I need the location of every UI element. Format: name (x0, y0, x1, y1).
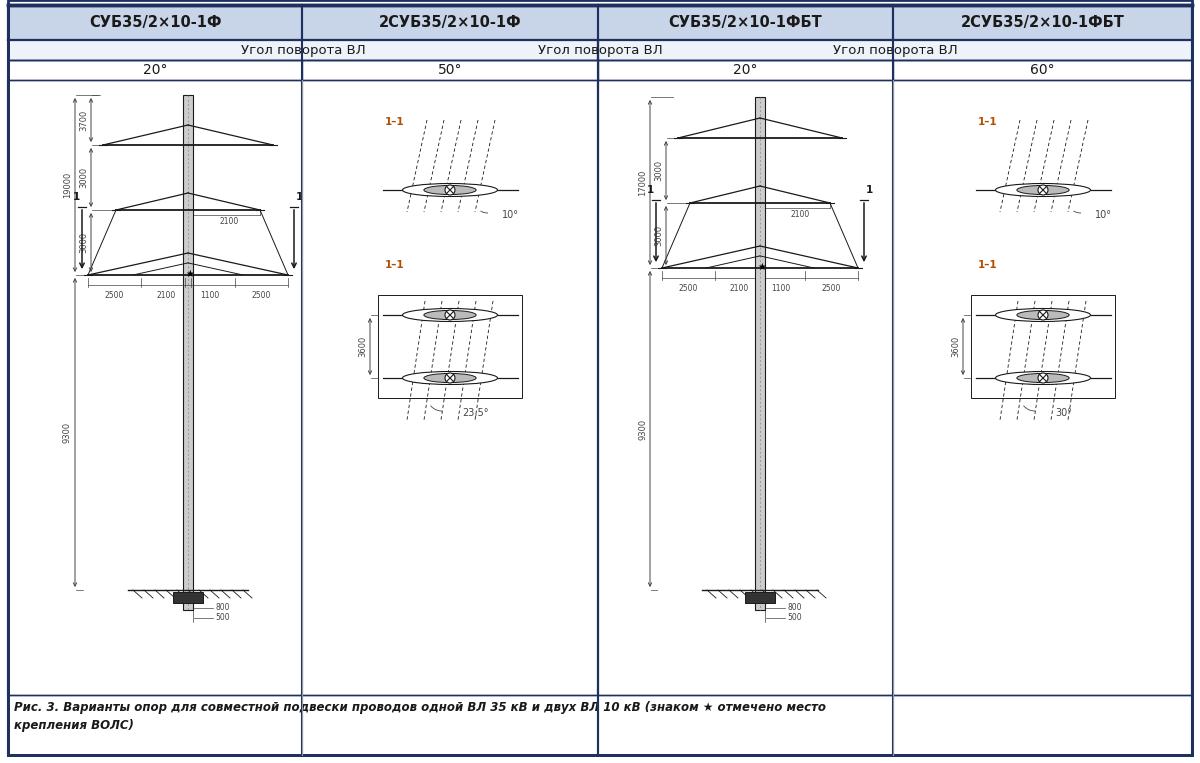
Text: 3700: 3700 (79, 109, 88, 130)
Bar (378, 295, 522, 398)
Text: 1–1: 1–1 (978, 260, 998, 270)
Ellipse shape (996, 372, 1091, 385)
Text: Угол поворота ВЛ: Угол поворота ВЛ (538, 43, 662, 56)
Text: СУБ35/2×10-1Ф: СУБ35/2×10-1Ф (89, 15, 221, 30)
Text: 500: 500 (215, 613, 229, 623)
Text: 3000: 3000 (79, 232, 88, 253)
Circle shape (445, 310, 455, 320)
Text: 2100: 2100 (156, 291, 175, 300)
Ellipse shape (996, 183, 1091, 197)
Text: 1–1: 1–1 (385, 260, 404, 270)
Circle shape (1038, 373, 1048, 383)
Text: 1–1: 1–1 (385, 117, 404, 127)
Text: крепления ВОЛС): крепления ВОЛС) (14, 719, 134, 732)
Circle shape (445, 185, 455, 195)
Text: 1100: 1100 (200, 291, 220, 300)
Text: 2500: 2500 (104, 291, 124, 300)
Circle shape (445, 373, 455, 383)
Text: 2100: 2100 (220, 217, 239, 226)
Ellipse shape (402, 308, 498, 321)
Text: 10°: 10° (1096, 210, 1112, 220)
Text: СУБ35/2×10-1ФБТ: СУБ35/2×10-1ФБТ (668, 15, 822, 30)
Bar (755, 97, 766, 610)
Text: 20°: 20° (143, 63, 167, 77)
Text: 9300: 9300 (638, 418, 647, 439)
Text: 50°: 50° (438, 63, 462, 77)
Text: 3600: 3600 (952, 336, 960, 357)
Text: 1: 1 (73, 192, 80, 202)
Text: 23,5°: 23,5° (462, 408, 488, 418)
Text: 1: 1 (296, 192, 304, 202)
Ellipse shape (402, 183, 498, 197)
Text: 1100: 1100 (772, 284, 791, 293)
Ellipse shape (424, 311, 476, 320)
Text: 3000: 3000 (654, 160, 662, 181)
Text: 3000: 3000 (654, 225, 662, 246)
Text: 3600: 3600 (358, 336, 367, 357)
Circle shape (1038, 185, 1048, 195)
Text: 800: 800 (787, 603, 802, 611)
Ellipse shape (1016, 185, 1069, 195)
Bar (8, 5, 1192, 40)
Text: 2100: 2100 (730, 284, 749, 293)
Text: 500: 500 (787, 613, 802, 623)
Text: 2500: 2500 (822, 284, 841, 293)
Text: 2СУБ35/2×10-1ФБТ: 2СУБ35/2×10-1ФБТ (960, 15, 1124, 30)
Text: 17000: 17000 (638, 169, 647, 195)
Text: 1: 1 (866, 185, 874, 195)
Text: 2500: 2500 (679, 284, 698, 293)
Text: Угол поворота ВЛ: Угол поворота ВЛ (241, 43, 365, 56)
Text: 800: 800 (215, 603, 229, 611)
Ellipse shape (1016, 373, 1069, 382)
Text: 20°: 20° (733, 63, 757, 77)
Text: Рис. 3. Варианты опор для совместной подвески проводов одной ВЛ 35 кВ и двух ВЛ : Рис. 3. Варианты опор для совместной под… (14, 701, 826, 714)
Bar (173, 592, 203, 603)
Bar (971, 295, 1115, 398)
Bar (8, 40, 1192, 60)
Text: 19000: 19000 (64, 172, 72, 198)
Bar (745, 592, 775, 603)
Text: 60°: 60° (1030, 63, 1055, 77)
Text: ★: ★ (757, 262, 767, 272)
Bar (182, 95, 193, 610)
Text: 2СУБ35/2×10-1Ф: 2СУБ35/2×10-1Ф (379, 15, 521, 30)
Text: 3000: 3000 (79, 167, 88, 188)
Circle shape (1038, 310, 1048, 320)
Bar (8, 40, 1192, 60)
Ellipse shape (424, 185, 476, 195)
Ellipse shape (424, 373, 476, 382)
Ellipse shape (402, 372, 498, 385)
Text: ★: ★ (186, 269, 194, 279)
Text: 1: 1 (647, 185, 654, 195)
Text: 2100: 2100 (791, 210, 810, 219)
Text: 9300: 9300 (64, 422, 72, 443)
Ellipse shape (996, 308, 1091, 321)
Text: 1–1: 1–1 (978, 117, 998, 127)
Text: Угол поворота ВЛ: Угол поворота ВЛ (833, 43, 958, 56)
Ellipse shape (1016, 311, 1069, 320)
Text: 2500: 2500 (252, 291, 271, 300)
Text: 30°: 30° (1055, 408, 1072, 418)
Text: 10°: 10° (502, 210, 520, 220)
